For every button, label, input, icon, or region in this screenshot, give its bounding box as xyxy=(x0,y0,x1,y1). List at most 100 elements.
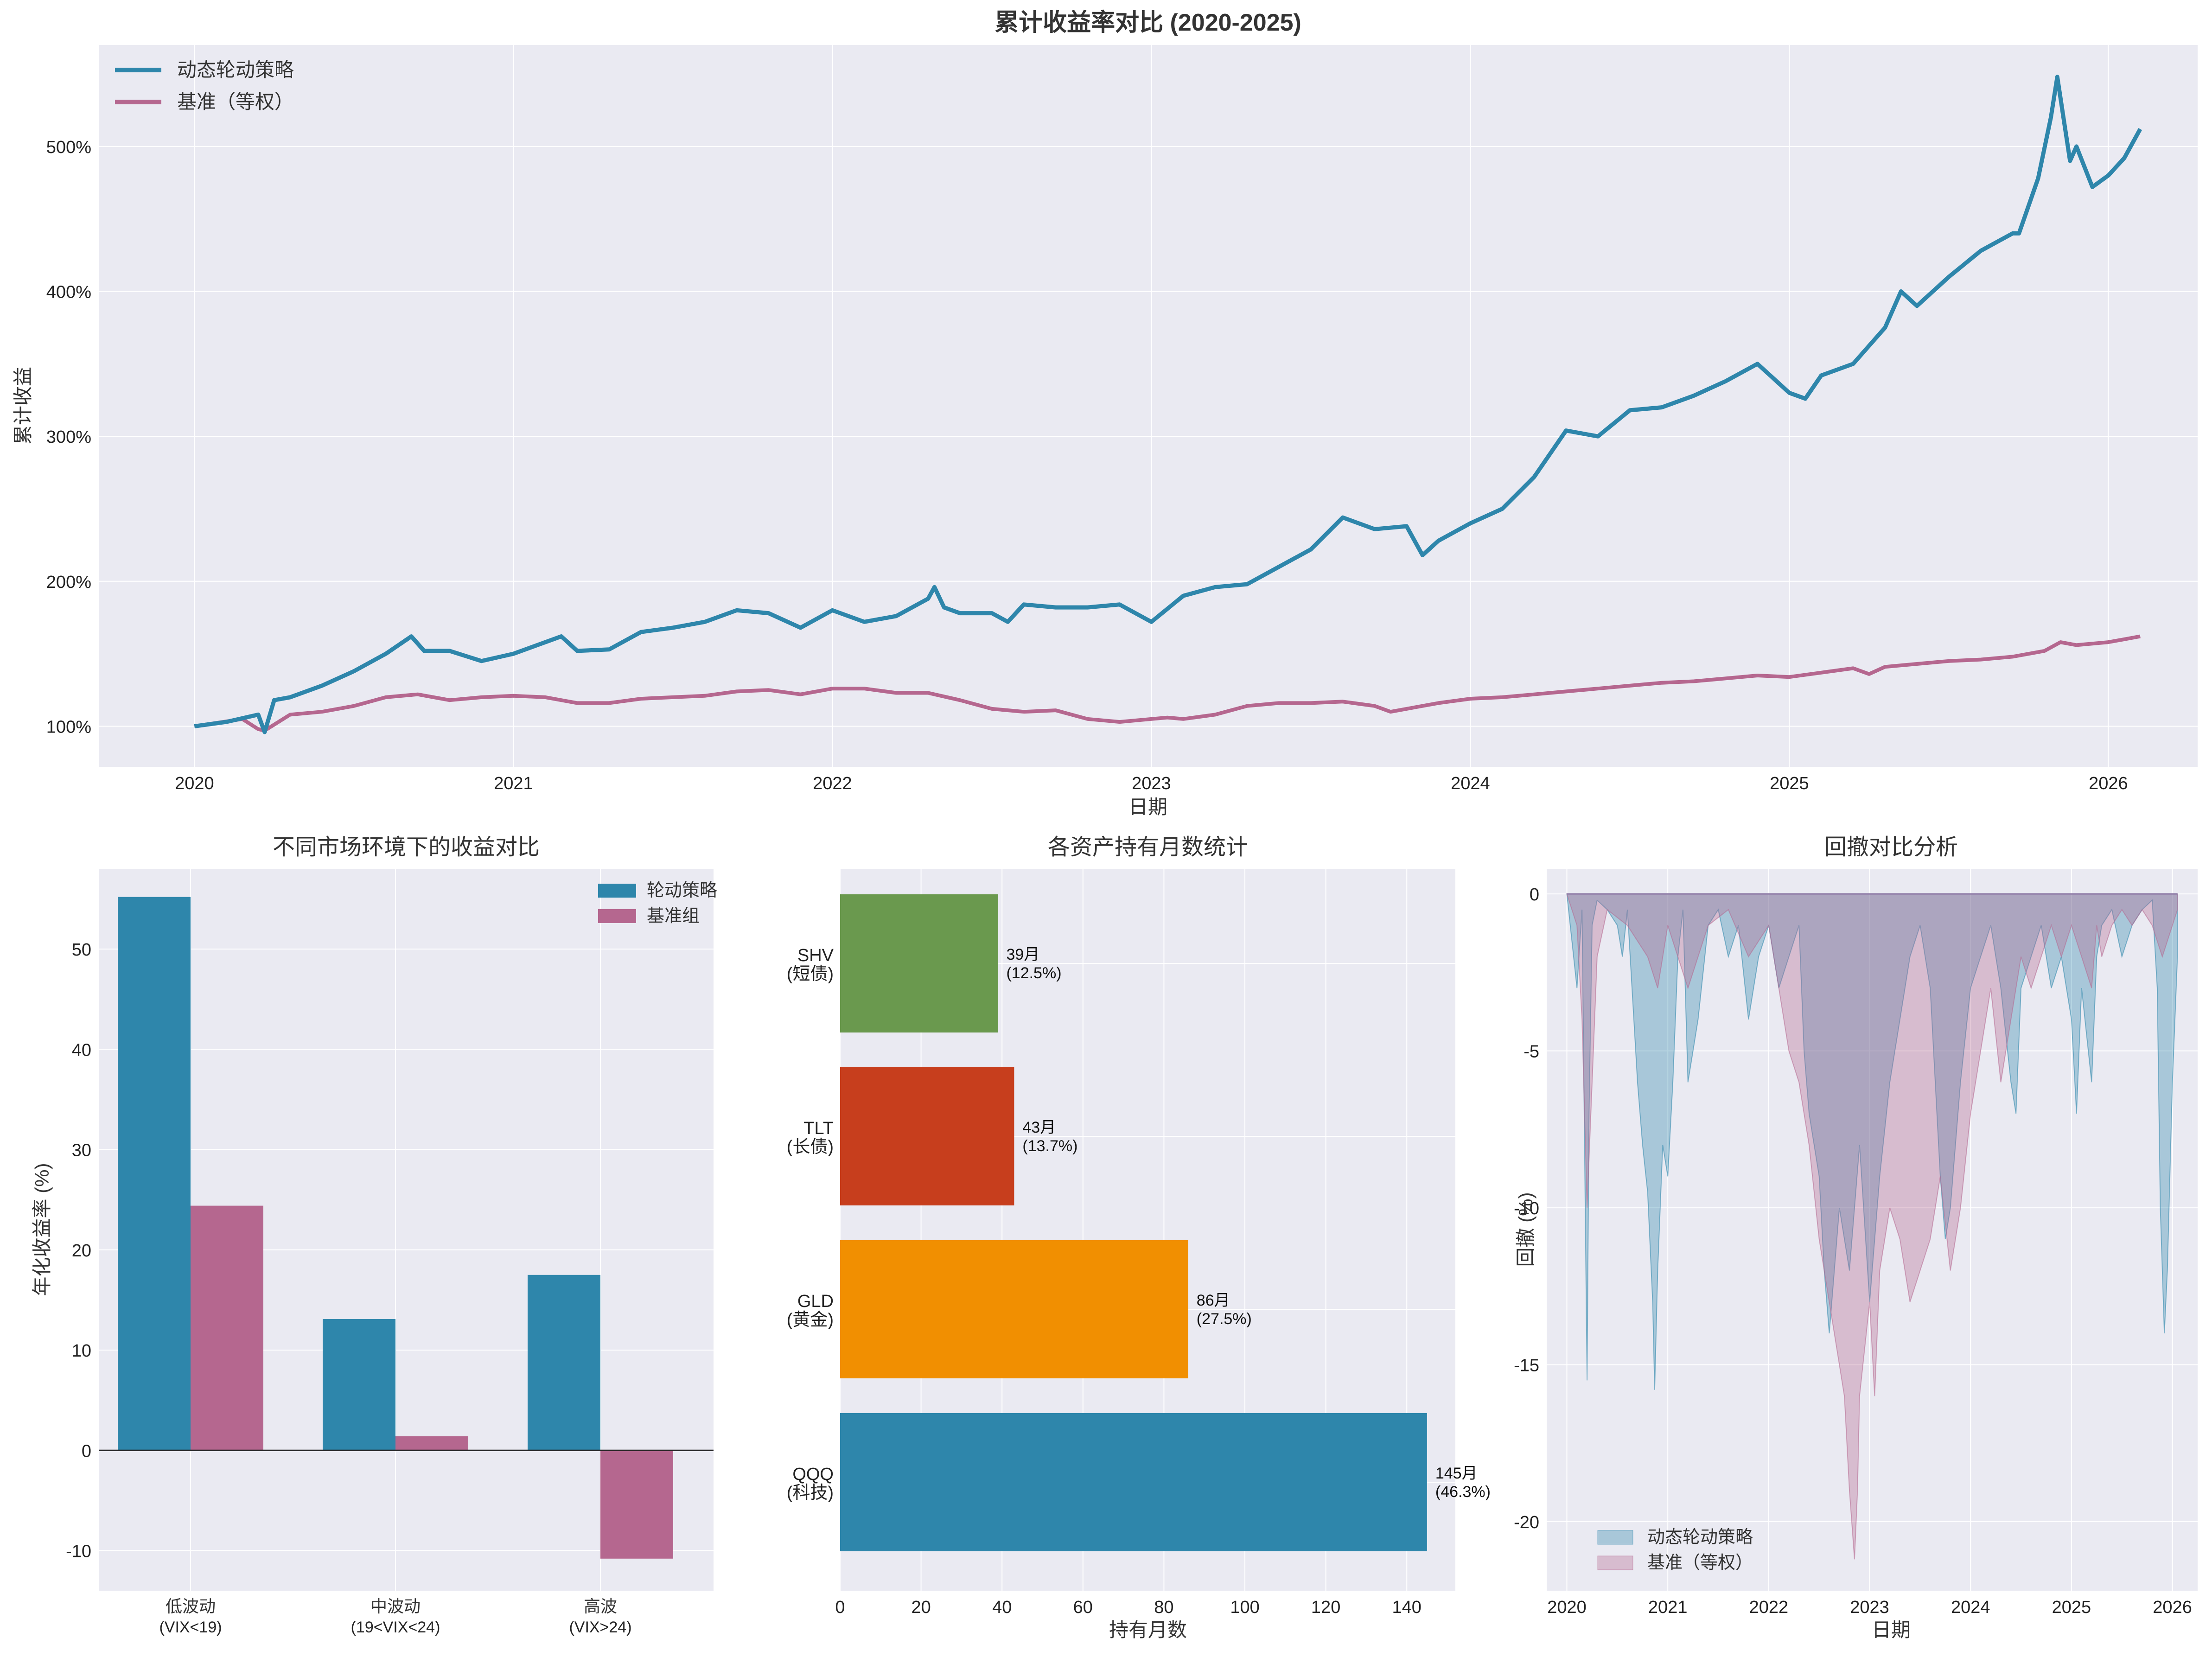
x-tick-label: 2026 xyxy=(2153,1598,2192,1617)
y-tick-label-shv: SHV xyxy=(797,946,834,965)
y-tick-label: 300% xyxy=(46,427,91,447)
legend-label-benchmark: 基准（等权） xyxy=(1647,1553,1753,1573)
y-tick-label: 50 xyxy=(72,940,91,960)
x-tick-label: 2020 xyxy=(1547,1598,1587,1617)
x-tick-label: 120 xyxy=(1311,1598,1340,1617)
chart-title: 各资产持有月数统计 xyxy=(1048,835,1248,860)
y-tick-label: -5 xyxy=(1524,1042,1539,1062)
y-tick-labels: QQQ (科技) GLD (黄金) TLT (长债) SHV (短债) xyxy=(787,946,834,1503)
drawdown-chart: 0-5-10-15-20 2020 2021 2022 2023 2024 2025 202… xyxy=(1514,835,2198,1641)
y-tick-label-gld: GLD xyxy=(797,1292,834,1311)
x-tick-label: 2023 xyxy=(1850,1598,1889,1617)
bars xyxy=(118,897,673,1559)
y-tick-sublabel-tlt: (长债) xyxy=(787,1137,834,1157)
strategy-drawdown-area xyxy=(1566,893,2178,1390)
legend-label-strategy: 动态轮动策略 xyxy=(1647,1528,1753,1547)
bars xyxy=(840,894,1427,1551)
bar-shv xyxy=(840,894,998,1032)
bar-value-percent-tlt: (13.7%) xyxy=(1022,1137,1077,1155)
x-tick-label: 60 xyxy=(1073,1598,1093,1617)
x-tick-sublabel: (19<VIX<24) xyxy=(351,1619,440,1636)
x-tick-sublabel: (VIX<19) xyxy=(159,1619,222,1636)
y-axis-label: 累计收益 xyxy=(12,367,34,445)
bar-benchmark xyxy=(191,1205,263,1451)
x-tick-sublabel: (VIX>24) xyxy=(569,1619,631,1636)
legend-label-benchmark: 基准组 xyxy=(647,906,700,926)
bar-tlt xyxy=(840,1067,1014,1205)
x-tick-label: 2024 xyxy=(1951,1598,1990,1617)
series-lines xyxy=(194,75,2142,734)
y-tick-sublabel-shv: (短债) xyxy=(787,964,834,984)
y-tick-label: 30 xyxy=(72,1141,91,1160)
x-tick-label: 2020 xyxy=(175,774,214,793)
x-tick-label: 高波 xyxy=(584,1597,617,1616)
x-tick-label: 40 xyxy=(992,1598,1012,1617)
y-tick-label: 20 xyxy=(72,1241,91,1261)
x-tick-label: 2023 xyxy=(1132,774,1171,793)
x-axis-label: 日期 xyxy=(1872,1619,1911,1641)
bar-benchmark xyxy=(395,1436,468,1451)
bar-value-labels: 145月 (46.3%) 86月 (27.5%) 43月 (13.7%) 39月… xyxy=(1006,946,1490,1501)
bar-gld xyxy=(840,1240,1188,1378)
y-tick-label: -10 xyxy=(1514,1199,1539,1218)
y-tick-label: 500% xyxy=(46,138,91,157)
bar-value-label-tlt: 43月 xyxy=(1022,1119,1056,1136)
y-tick-labels: 100% 200% 300% 400% 500% xyxy=(46,138,91,737)
x-tick-label: 2025 xyxy=(1770,774,1809,793)
x-tick-label: 2021 xyxy=(1648,1598,1688,1617)
y-tick-label: 400% xyxy=(46,283,91,302)
x-tick-label: 0 xyxy=(835,1598,845,1617)
legend-label-strategy: 轮动策略 xyxy=(647,881,717,900)
bar-value-percent-gld: (27.5%) xyxy=(1197,1310,1252,1328)
x-tick-label: 2025 xyxy=(2052,1598,2091,1617)
chart-title: 不同市场环境下的收益对比 xyxy=(273,835,540,860)
x-tick-label: 140 xyxy=(1392,1598,1422,1617)
y-tick-label: -10 xyxy=(66,1542,91,1561)
y-axis-label: 年化收益率 (%) xyxy=(31,1163,53,1296)
plot-area xyxy=(1547,869,2198,1591)
bar-strategy xyxy=(118,897,191,1451)
y-tick-label: 0 xyxy=(82,1441,91,1461)
bar-strategy xyxy=(528,1275,600,1451)
y-tick-label: -20 xyxy=(1514,1513,1539,1532)
y-tick-labels: 0 -5 -10 -15 -20 xyxy=(1514,885,1539,1532)
x-tick-label: 20 xyxy=(911,1598,931,1617)
legend-swatch-benchmark xyxy=(1597,1555,1633,1570)
x-tick-label: 低波动 xyxy=(166,1597,216,1616)
y-tick-sublabel-gld: (黄金) xyxy=(787,1310,834,1330)
bar-value-label-qqq: 145月 xyxy=(1435,1465,1478,1482)
bar-value-label-gld: 86月 xyxy=(1197,1292,1230,1309)
legend: 动态轮动策略 基准（等权） xyxy=(1597,1528,1753,1573)
legend: 轮动策略 基准组 xyxy=(598,881,717,926)
strategy-line xyxy=(194,75,2142,734)
holding-months-chart: 0 20 40 60 80 100 120 140 QQQ (科技) GLD (黄金) TLT… xyxy=(787,835,1491,1641)
benchmark-line xyxy=(194,634,2141,733)
bar-strategy xyxy=(323,1319,395,1451)
gridlines xyxy=(99,45,2198,767)
x-tick-label: 2022 xyxy=(813,774,852,793)
y-tick-sublabel-qqq: (科技) xyxy=(787,1483,834,1503)
y-tick-label: -15 xyxy=(1514,1356,1539,1376)
regime-return-chart: -10 0 10 20 30 40 50 低波动 (VIX<19) 中波动 (19<VIX<… xyxy=(31,835,717,1636)
x-tick-label: 2024 xyxy=(1451,774,1490,793)
bar-value-percent-qqq: (46.3%) xyxy=(1435,1483,1491,1501)
x-tick-label: 80 xyxy=(1154,1598,1173,1617)
x-tick-label: 2021 xyxy=(494,774,533,793)
bar-value-label-shv: 39月 xyxy=(1006,946,1039,963)
chart-title: 回撤对比分析 xyxy=(1824,835,1958,860)
chart-title: 累计收益率对比 (2020-2025) xyxy=(994,9,1301,36)
bar-qqq xyxy=(840,1413,1427,1551)
y-tick-label: 100% xyxy=(46,717,91,737)
x-tick-label: 中波动 xyxy=(370,1597,421,1616)
legend-label-benchmark: 基准（等权） xyxy=(177,91,294,113)
x-tick-labels: 2020 2021 2022 2023 2024 2025 2026 xyxy=(175,774,2128,793)
legend-swatch-benchmark xyxy=(598,909,636,923)
y-tick-labels: -10 0 10 20 30 40 50 xyxy=(66,940,91,1561)
legend-swatch-strategy xyxy=(598,884,636,898)
x-axis-label: 持有月数 xyxy=(1109,1619,1187,1641)
y-tick-label: 200% xyxy=(46,573,91,592)
drawdown-areas xyxy=(1566,893,2178,1560)
bar-value-percent-shv: (12.5%) xyxy=(1006,964,1061,982)
y-tick-label-qqq: QQQ xyxy=(792,1465,834,1484)
bar-benchmark xyxy=(600,1450,673,1559)
